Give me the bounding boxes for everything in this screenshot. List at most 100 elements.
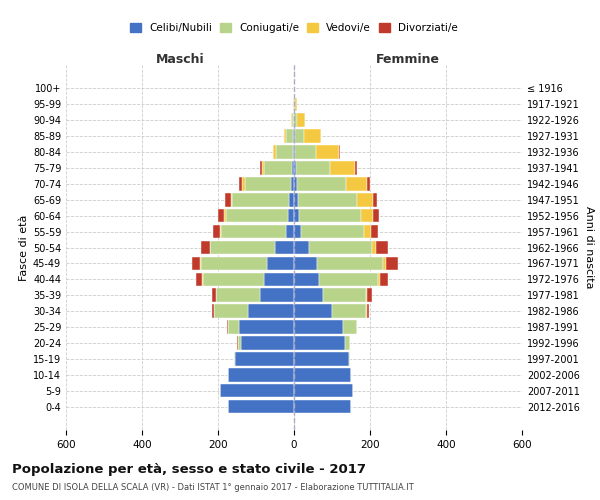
Bar (248, 304, 294, 318)
Bar (286, 130, 293, 143)
Bar (294, 225, 301, 238)
Bar (260, 288, 294, 302)
Bar (294, 145, 295, 159)
Bar (371, 225, 378, 238)
Bar (349, 352, 350, 366)
Bar (293, 145, 294, 159)
Bar (227, 320, 239, 334)
Bar (238, 336, 241, 350)
Bar (299, 209, 361, 222)
Bar (268, 256, 294, 270)
Bar (376, 240, 388, 254)
Bar (275, 240, 294, 254)
Bar (292, 161, 294, 174)
Bar (356, 320, 358, 334)
Bar (373, 209, 379, 222)
Bar (295, 145, 316, 159)
Bar (289, 209, 294, 222)
Bar (241, 336, 294, 350)
Bar (294, 320, 343, 334)
Bar (294, 161, 296, 174)
Bar (309, 240, 372, 254)
Bar (273, 145, 276, 159)
Bar (218, 209, 224, 222)
Bar (200, 256, 201, 270)
Bar (367, 288, 372, 302)
Bar (301, 225, 364, 238)
Bar (366, 288, 367, 302)
Bar (245, 177, 291, 190)
Bar (293, 130, 294, 143)
Bar (372, 240, 376, 254)
Y-axis label: Fasce di età: Fasce di età (19, 214, 29, 280)
Text: Popolazione per età, sesso e stato civile - 2017: Popolazione per età, sesso e stato civil… (12, 462, 366, 475)
Bar (294, 256, 317, 270)
Bar (294, 400, 351, 413)
Bar (386, 256, 398, 270)
Bar (298, 114, 305, 127)
Bar (225, 193, 230, 206)
Bar (343, 320, 356, 334)
Bar (201, 240, 209, 254)
Bar (346, 336, 350, 350)
Y-axis label: Anni di nascita: Anni di nascita (584, 206, 594, 289)
Bar (346, 177, 367, 190)
Bar (294, 368, 351, 382)
Bar (294, 272, 319, 286)
Bar (294, 240, 309, 254)
Bar (356, 193, 373, 206)
Bar (295, 98, 297, 111)
Bar (332, 304, 366, 318)
Bar (260, 161, 262, 174)
Bar (294, 352, 349, 366)
Bar (296, 161, 330, 174)
Bar (319, 272, 377, 286)
Bar (235, 352, 294, 366)
Bar (286, 225, 294, 238)
Bar (216, 288, 260, 302)
Bar (297, 177, 346, 190)
Bar (220, 225, 221, 238)
Bar (237, 336, 238, 350)
Text: COMUNE DI ISOLA DELLA SCALA (VR) - Dati ISTAT 1° gennaio 2017 - Elaborazione TUT: COMUNE DI ISOLA DELLA SCALA (VR) - Dati … (12, 484, 414, 492)
Bar (373, 193, 377, 206)
Bar (239, 320, 294, 334)
Bar (211, 240, 275, 254)
Bar (289, 193, 294, 206)
Bar (263, 272, 294, 286)
Bar (291, 114, 292, 127)
Bar (364, 225, 371, 238)
Bar (298, 193, 356, 206)
Bar (367, 177, 370, 190)
Bar (201, 256, 268, 270)
Bar (291, 177, 294, 190)
Legend: Celibi/Nubili, Coniugati/e, Vedovi/e, Divorziati/e: Celibi/Nubili, Coniugati/e, Vedovi/e, Di… (126, 19, 462, 38)
Bar (304, 130, 322, 143)
Bar (295, 130, 304, 143)
Bar (242, 177, 245, 190)
Bar (292, 114, 293, 127)
Bar (232, 193, 289, 206)
Bar (214, 225, 220, 238)
Bar (339, 145, 340, 159)
Bar (330, 161, 355, 174)
Bar (230, 193, 232, 206)
Bar (294, 288, 323, 302)
Text: Maschi: Maschi (155, 53, 205, 66)
Bar (262, 161, 263, 174)
Bar (212, 304, 214, 318)
Bar (295, 114, 298, 127)
Bar (192, 256, 200, 270)
Bar (227, 400, 294, 413)
Bar (276, 145, 293, 159)
Bar (226, 209, 289, 222)
Bar (294, 130, 295, 143)
Bar (239, 177, 242, 190)
Bar (212, 288, 216, 302)
Bar (323, 288, 366, 302)
Bar (380, 272, 388, 286)
Bar (383, 256, 386, 270)
Bar (367, 304, 369, 318)
Bar (361, 209, 373, 222)
Bar (224, 209, 226, 222)
